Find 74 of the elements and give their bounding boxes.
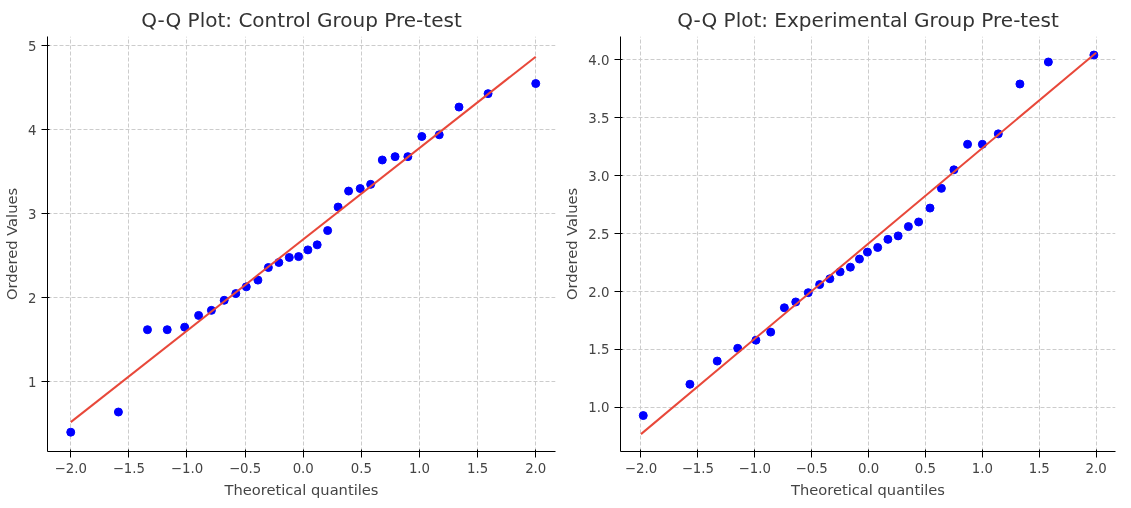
x-tick-label: 0.0	[857, 460, 880, 476]
y-tick-label: 2.0	[588, 284, 610, 300]
point	[862, 247, 872, 257]
point	[294, 252, 304, 262]
point	[531, 79, 541, 89]
x-tick-label: 1.0	[971, 460, 993, 476]
point	[1015, 79, 1025, 89]
chart-title: Q-Q Plot: Control Group Pre-test	[141, 7, 462, 32]
point	[936, 183, 946, 193]
y-axis-title: Ordered Values	[563, 187, 581, 301]
point	[845, 262, 855, 272]
point	[377, 155, 387, 165]
point	[323, 226, 333, 236]
x-tick-label: 0.0	[292, 460, 314, 476]
point	[344, 186, 354, 196]
point	[113, 407, 123, 417]
x-tick-label: 1.5	[467, 460, 489, 476]
point	[638, 411, 648, 421]
y-tick-label: 4	[28, 122, 37, 138]
point	[253, 275, 263, 285]
point	[893, 231, 903, 241]
x-tick-label: 0.5	[914, 460, 937, 476]
point	[854, 254, 864, 264]
point	[180, 322, 190, 332]
point	[142, 325, 152, 335]
x-tick-label: 1.0	[408, 460, 431, 476]
y-tick-label: 2.5	[588, 226, 610, 242]
point	[417, 131, 427, 141]
y-tick-label: 5	[28, 38, 37, 54]
x-axis-title: Theoretical quantiles	[223, 480, 379, 498]
point	[162, 325, 172, 335]
x-tick-label: −1.5	[112, 460, 146, 476]
x-tick-label: 1.5	[1028, 460, 1050, 476]
point	[903, 222, 913, 232]
x-tick-label: −0.5	[228, 460, 262, 476]
point	[194, 310, 204, 320]
x-tick-label: −1.0	[738, 460, 771, 476]
point	[454, 102, 464, 112]
y-tick-label: 2	[28, 290, 37, 306]
point	[355, 184, 365, 194]
x-axis-title: Theoretical quantiles	[790, 480, 945, 498]
point	[914, 217, 924, 227]
y-tick-label: 3.0	[588, 168, 610, 184]
point	[712, 356, 722, 366]
x-tick-label: −0.5	[795, 460, 828, 476]
y-tick-label: 1.5	[588, 342, 610, 358]
point	[390, 152, 400, 162]
point	[766, 327, 776, 337]
y-tick-label: 1	[28, 374, 37, 390]
chart-title: Q-Q Plot: Experimental Group Pre-test	[677, 7, 1059, 32]
point	[685, 379, 695, 389]
x-tick-label: −1.5	[681, 460, 715, 476]
point	[873, 242, 883, 252]
x-tick-label: 2.0	[525, 460, 547, 476]
x-tick-label: 2.0	[1085, 460, 1107, 476]
point	[66, 427, 76, 437]
x-tick-label: −2.0	[624, 460, 658, 476]
point	[779, 303, 789, 313]
point	[963, 139, 973, 149]
point	[312, 240, 322, 250]
point	[1043, 57, 1053, 67]
x-tick-label: −2.0	[54, 460, 87, 476]
point	[303, 245, 313, 255]
point	[883, 234, 893, 244]
y-tick-label: 1.0	[588, 400, 610, 416]
y-tick-label: 3	[28, 206, 37, 222]
point	[333, 202, 343, 212]
x-tick-label: −1.0	[170, 460, 204, 476]
y-tick-label: 4.0	[588, 52, 610, 68]
y-tick-label: 3.5	[588, 110, 610, 126]
y-axis-title: Ordered Values	[3, 187, 21, 301]
point	[284, 252, 294, 262]
x-tick-label: 0.5	[350, 460, 372, 476]
point	[925, 203, 935, 213]
